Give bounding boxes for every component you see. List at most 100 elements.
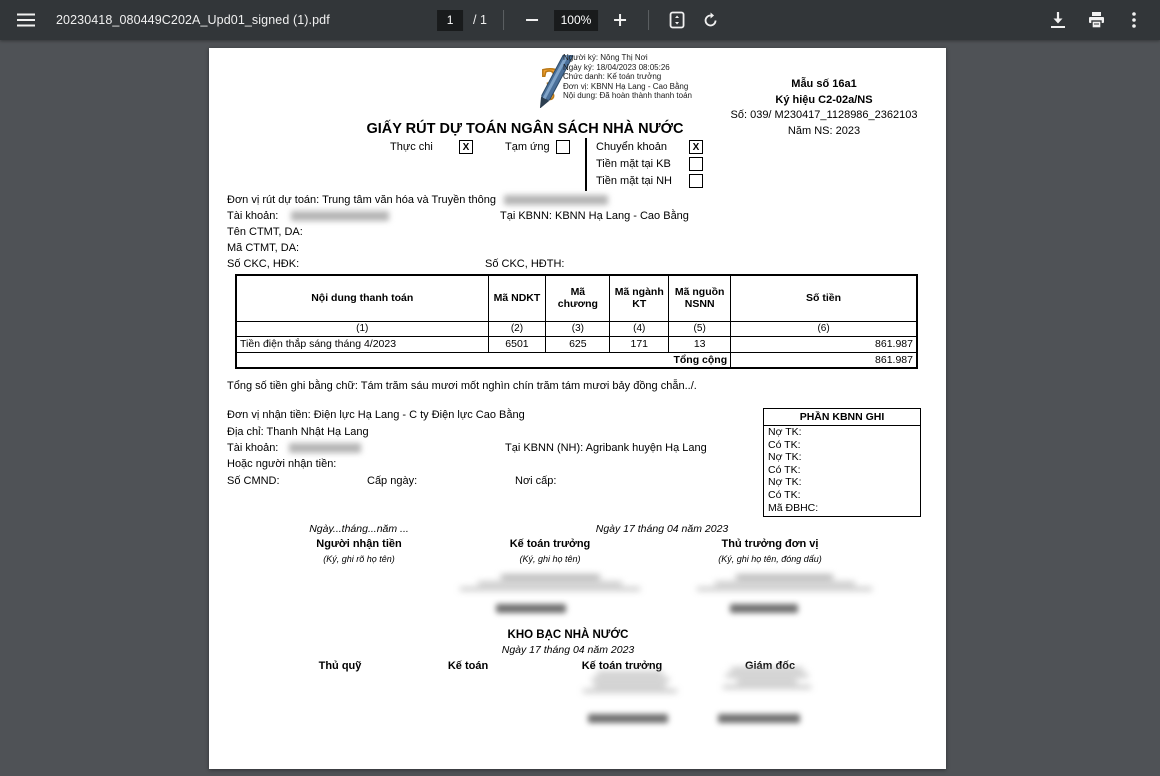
payer-account-label: Tài khoản: [227, 210, 279, 222]
print-icon[interactable] [1084, 8, 1108, 32]
payer-at-kbnn: Tại KBNN: KBNN Hạ Lang - Cao Bằng [500, 210, 689, 222]
checkbox-label-chuyen-khoan: Chuyển khoản [596, 141, 667, 153]
signature-stamp-details: Người ký: Nông Thị Nơi Ngày ký: 18/04/20… [563, 53, 695, 101]
checkbox-label-tien-mat-kb: Tiền mặt tại KB [596, 158, 671, 170]
checkbox-group-divider [585, 138, 587, 191]
stamp-content: Nội dung: Đã hoàn thành thanh toán [563, 91, 692, 101]
page-total-label: / 1 [473, 13, 487, 27]
pdf-page: ? Người ký: Nông Thị Nơi Ngày ký: 18/04/… [209, 48, 946, 769]
stamp-unit: Đơn vị: KBNN Hạ Lang - Cao Bằng [563, 81, 689, 91]
zoom-in-button[interactable] [608, 8, 632, 32]
toolbar-divider [502, 10, 504, 30]
signature-right-date: Ngày 17 tháng 04 năm 2023 [595, 523, 729, 535]
menu-icon[interactable] [14, 8, 38, 32]
stamp-date: Ngày ký: 18/04/2023 08:05:26 [563, 62, 670, 72]
payee-account-label: Tài khoản: [227, 442, 279, 454]
checkbox-thuc-chi: X [459, 140, 473, 154]
treasury-entry-line: Nợ TK: [768, 476, 802, 489]
stamp-signer: Người ký: Nông Thị Nơi [563, 53, 648, 62]
form-number: Mẫu số 16a1 [791, 78, 857, 90]
treasury-entry-line: Có TK: [768, 438, 801, 451]
checkbox-label-tam-ung: Tạm ứng [505, 141, 550, 153]
download-icon[interactable] [1046, 8, 1070, 32]
treasury-entry-line: Nợ TK: [768, 426, 802, 438]
table-total-label: Tổng cộng [235, 351, 732, 369]
table-header-chuong: Mã chương [545, 274, 611, 322]
redacted-signature-treasury-director [712, 668, 822, 688]
checkbox-label-thuc-chi: Thực chi [390, 141, 433, 153]
payer-ctmt-name: Tên CTMT, DA: [227, 226, 303, 238]
redacted-name-chief-accountant [496, 604, 566, 613]
form-symbol: Ký hiệu C2-02a/NS [775, 93, 873, 106]
signature-receiver-note: (Ký, ghi rõ họ tên) [323, 554, 395, 564]
row-nganh: 171 [609, 335, 670, 353]
payee-unit: Đơn vị nhận tiền: Điện lực Hạ Lang - C t… [227, 409, 525, 421]
more-options-icon[interactable] [1122, 8, 1146, 32]
pdf-viewer-canvas[interactable]: ? Người ký: Nông Thị Nơi Ngày ký: 18/04/… [0, 40, 1160, 776]
signature-left-date: Ngày...tháng...năm ... [309, 523, 409, 535]
table-index-cell: (5) [668, 320, 732, 337]
redacted-signature-unit-head [697, 575, 872, 590]
payee-or-person: Hoặc người nhận tiền: [227, 458, 337, 470]
redacted-signature-treasury-chief-accountant [575, 672, 685, 692]
payer-ctmt-code: Mã CTMT, DA: [227, 242, 300, 254]
redacted-name-unit-head [730, 604, 798, 613]
zoom-out-button[interactable] [520, 8, 544, 32]
row-description: Tiền điện thắp sáng tháng 4/2023 [235, 335, 489, 353]
treasury-entry-title: PHẦN KBNN GHI [764, 409, 920, 426]
row-chuong: 625 [545, 335, 611, 353]
table-header-content: Nội dung thanh toán [235, 274, 489, 322]
row-amount: 861.987 [730, 335, 918, 353]
form-meta-block: Mẫu số 16a1 Ký hiệu C2-02a/NS Số: 039/ M… [714, 77, 934, 139]
zoom-level-value[interactable]: 100% [553, 9, 598, 31]
table-index-cell: (3) [545, 320, 611, 337]
rotate-icon[interactable] [699, 8, 723, 32]
redacted-name-treasury-chief-accountant [588, 714, 668, 723]
payer-unit-line: Đơn vị rút dự toán: Trung tâm văn hóa và… [227, 194, 496, 206]
payment-table: Nội dung thanh toán Mã NDKT Mã chương Mã… [235, 274, 918, 369]
amount-in-words: Tổng số tiền ghi bằng chữ: Tám trăm sáu … [227, 380, 697, 392]
signature-receiver-title: Người nhận tiền [316, 538, 402, 550]
row-ndkt: 6501 [487, 335, 547, 353]
treasury-role-cashier: Thủ quỹ [318, 660, 362, 672]
payer-ckc-hdk: Số CKC, HĐK: [227, 258, 300, 270]
budget-year: Năm NS: 2023 [787, 124, 861, 137]
treasury-title: KHO BẠC NHÀ NƯỚC [507, 629, 629, 641]
toolbar-divider [647, 10, 649, 30]
pdf-toolbar: 20230418_080449C202A_Upd01_signed (1).pd… [0, 0, 1160, 40]
checkbox-chuyen-khoan: X [689, 140, 703, 154]
table-index-cell: (6) [730, 320, 918, 337]
signature-stamp-icon: ? [530, 55, 578, 108]
treasury-entry-line: Có TK: [768, 463, 801, 476]
payee-address: Địa chỉ: Thanh Nhật Hạ Lang [227, 426, 369, 438]
table-index-cell: (4) [609, 320, 670, 337]
redacted-payer-account [291, 211, 390, 222]
document-filename: 20230418_080449C202A_Upd01_signed (1).pd… [56, 13, 330, 27]
payer-ckc-hdth: Số CKC, HĐTH: [485, 258, 565, 270]
table-total-value: 861.987 [730, 351, 918, 369]
signature-unit-head-title: Thủ trưởng đơn vị [721, 538, 819, 550]
signature-unit-head-note: (Ký, ghi họ tên, đóng dấu) [718, 554, 822, 564]
row-nguon: 13 [668, 335, 732, 353]
treasury-entry-line: Có TK: [768, 488, 801, 501]
table-row: Tiền điện thắp sáng tháng 4/2023 6501 62… [235, 335, 918, 353]
signature-chief-accountant-title: Kế toán trưởng [509, 538, 591, 550]
treasury-role-chief-accountant: Kế toán trưởng [581, 660, 663, 672]
table-index-cell: (2) [487, 320, 547, 337]
treasury-entry-line: Nợ TK: [768, 451, 802, 464]
treasury-entry-line: Mã ĐBHC: [768, 501, 819, 514]
checkbox-tien-mat-nh [689, 174, 703, 188]
payee-id-number: Số CMND: [227, 475, 280, 487]
payee-issue-place: Nơi cấp: [515, 475, 557, 487]
page-number-input[interactable] [437, 9, 464, 31]
document-number: Số: 039/ M230417_1128986_2362103 [730, 109, 918, 121]
table-header-nganh: Mã ngành KT [609, 274, 670, 322]
checkbox-tam-ung [556, 140, 570, 154]
fit-to-page-icon[interactable] [665, 8, 689, 32]
checkbox-tien-mat-kb [689, 157, 703, 171]
redacted-signature-chief-accountant [460, 575, 640, 590]
checkbox-label-tien-mat-nh: Tiền mặt tại NH [596, 175, 673, 187]
payee-at-bank: Tại KBNN (NH): Agribank huyện Hạ Lang [505, 442, 707, 454]
table-header-amount: Số tiền [730, 274, 918, 322]
treasury-date: Ngày 17 tháng 04 năm 2023 [501, 644, 635, 656]
